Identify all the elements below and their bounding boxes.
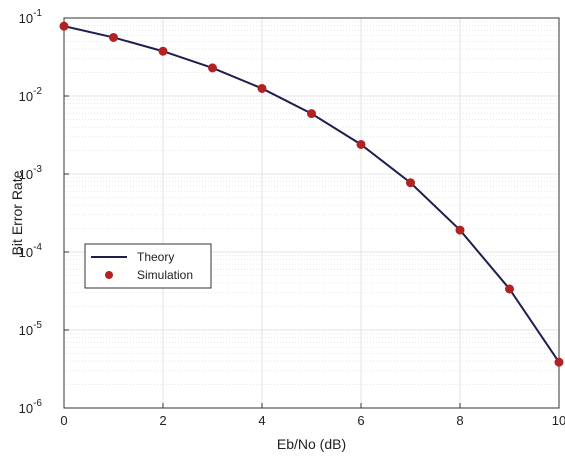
- simulation-point: [208, 63, 217, 73]
- plot-frame: [63, 17, 560, 409]
- y-tick-label: 10-2: [19, 86, 43, 104]
- y-tick-exponent: -1: [33, 8, 42, 19]
- y-tick-base: 10: [19, 11, 33, 26]
- simulation-point: [455, 225, 465, 235]
- simulation-point: [257, 83, 267, 93]
- simulation-point: [307, 109, 316, 119]
- x-axis-ticks: 0 2 4 6 8 10: [60, 403, 565, 428]
- simulation-point: [406, 178, 415, 188]
- x-tick-label: 6: [357, 413, 364, 428]
- y-tick-exponent: -5: [33, 320, 42, 331]
- x-tick-label: 2: [159, 413, 166, 428]
- legend-simulation-swatch: [105, 271, 113, 279]
- y-tick-label: 10-3: [19, 164, 43, 182]
- legend-simulation-label: Simulation: [137, 268, 193, 282]
- legend: Theory Simulation: [84, 243, 212, 289]
- x-tick-label: 4: [258, 413, 265, 428]
- x-tick-label: 0: [60, 413, 67, 428]
- y-tick-label: 10-5: [19, 320, 43, 338]
- y-tick-exponent: -3: [33, 164, 42, 175]
- y-tick-base: 10: [19, 89, 33, 104]
- y-tick-label: 10-6: [19, 398, 43, 416]
- series-layer: [59, 21, 564, 367]
- y-axis-label: Bit Error Rate: [9, 170, 25, 255]
- simulation-point: [356, 139, 366, 149]
- y-tick-base: 10: [19, 245, 33, 260]
- y-axis-ticks: 10-610-510-410-310-210-1: [19, 8, 69, 416]
- y-tick-label: 10-4: [19, 242, 43, 260]
- legend-box: [84, 243, 212, 289]
- simulation-point: [109, 32, 118, 42]
- simulation-point: [554, 357, 564, 367]
- x-tick-label: 8: [456, 413, 463, 428]
- y-tick-base: 10: [19, 323, 33, 338]
- y-tick-exponent: -4: [33, 242, 42, 253]
- x-tick-label: 10: [552, 413, 565, 428]
- y-tick-exponent: -2: [33, 86, 42, 97]
- x-axis-label: Eb/No (dB): [277, 436, 346, 452]
- simulation-point: [505, 284, 514, 294]
- simulation-point: [158, 46, 168, 56]
- y-tick-base: 10: [19, 401, 33, 416]
- legend-theory-label: Theory: [137, 250, 174, 264]
- y-tick-label: 10-1: [19, 8, 43, 26]
- y-tick-base: 10: [19, 167, 33, 182]
- simulation-point: [59, 21, 69, 31]
- y-tick-exponent: -6: [33, 398, 42, 409]
